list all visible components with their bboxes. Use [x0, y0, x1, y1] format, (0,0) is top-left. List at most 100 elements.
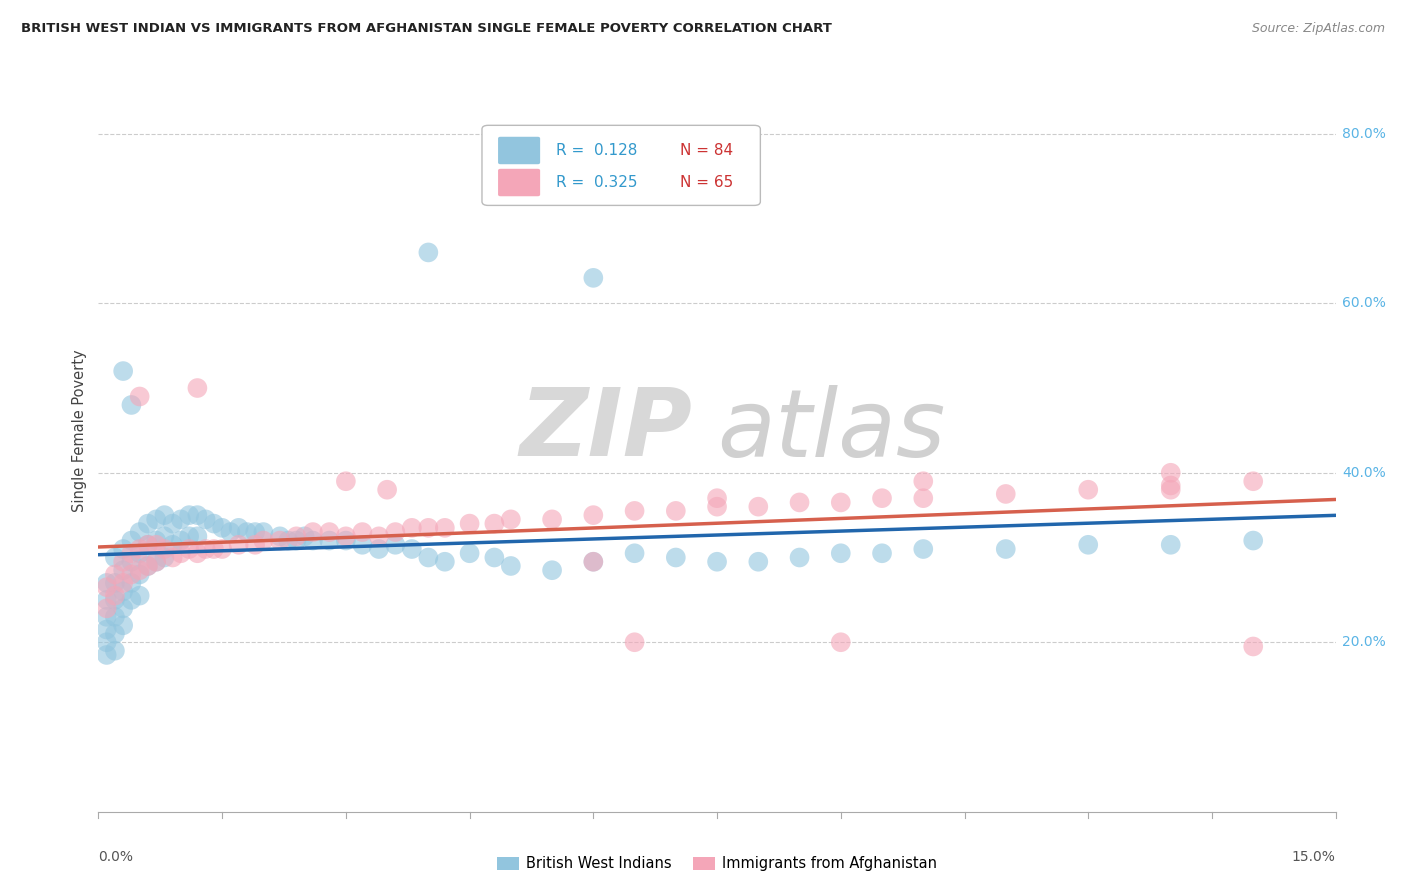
Text: 80.0%: 80.0% — [1341, 127, 1386, 141]
Point — [112, 618, 135, 632]
Point — [582, 508, 605, 523]
Point — [104, 592, 127, 607]
Point — [153, 541, 176, 557]
Point — [582, 555, 605, 569]
Legend: British West Indians, Immigrants from Afghanistan: British West Indians, Immigrants from Af… — [491, 850, 943, 877]
Point — [994, 487, 1017, 501]
Text: BRITISH WEST INDIAN VS IMMIGRANTS FROM AFGHANISTAN SINGLE FEMALE POVERTY CORRELA: BRITISH WEST INDIAN VS IMMIGRANTS FROM A… — [21, 22, 832, 36]
Point — [302, 533, 325, 548]
Point — [96, 576, 118, 591]
Point — [136, 558, 159, 574]
Point — [285, 529, 308, 543]
Point — [484, 516, 506, 531]
Point — [458, 516, 481, 531]
Point — [104, 626, 127, 640]
Point — [179, 529, 201, 543]
Point — [830, 495, 852, 509]
Point — [96, 648, 118, 662]
Point — [145, 555, 167, 569]
Point — [243, 538, 266, 552]
Point — [1160, 483, 1182, 497]
Point — [112, 576, 135, 591]
Point — [418, 245, 440, 260]
Point — [1160, 538, 1182, 552]
Text: 0.0%: 0.0% — [98, 850, 134, 863]
Point — [186, 381, 208, 395]
Point — [541, 563, 564, 577]
Text: R =  0.128: R = 0.128 — [557, 143, 637, 158]
Point — [96, 635, 118, 649]
Point — [211, 541, 233, 557]
Text: R =  0.325: R = 0.325 — [557, 175, 638, 190]
Point — [112, 601, 135, 615]
Point — [186, 529, 208, 543]
Point — [194, 512, 217, 526]
Point — [128, 589, 150, 603]
Point — [120, 546, 142, 560]
Point — [153, 529, 176, 543]
Text: N = 65: N = 65 — [681, 175, 733, 190]
Point — [236, 524, 259, 539]
Point — [367, 529, 389, 543]
Point — [186, 508, 208, 523]
Text: 60.0%: 60.0% — [1341, 296, 1386, 310]
Text: Source: ZipAtlas.com: Source: ZipAtlas.com — [1251, 22, 1385, 36]
Point — [830, 546, 852, 560]
Point — [202, 541, 225, 557]
Point — [162, 538, 184, 552]
Point — [120, 592, 142, 607]
Point — [120, 533, 142, 548]
Point — [318, 524, 340, 539]
Point — [145, 512, 167, 526]
Point — [433, 555, 456, 569]
Point — [401, 541, 423, 557]
Point — [665, 504, 688, 518]
Point — [747, 555, 769, 569]
Point — [136, 538, 159, 552]
Point — [170, 546, 193, 560]
Point — [789, 550, 811, 565]
Point — [96, 610, 118, 624]
Point — [433, 521, 456, 535]
Point — [104, 567, 127, 582]
Point — [623, 635, 645, 649]
Point — [120, 398, 142, 412]
Point — [623, 546, 645, 560]
Point — [747, 500, 769, 514]
Point — [104, 644, 127, 658]
Point — [384, 538, 406, 552]
Text: 20.0%: 20.0% — [1341, 635, 1386, 649]
Point — [665, 550, 688, 565]
Point — [112, 563, 135, 577]
Point — [994, 541, 1017, 557]
Point — [96, 601, 118, 615]
Point — [145, 555, 167, 569]
Point — [912, 541, 935, 557]
Point — [136, 516, 159, 531]
Point — [352, 538, 374, 552]
Point — [582, 555, 605, 569]
Point — [830, 635, 852, 649]
Point — [252, 524, 274, 539]
FancyBboxPatch shape — [498, 136, 540, 164]
Text: 15.0%: 15.0% — [1292, 850, 1336, 863]
Point — [186, 546, 208, 560]
Point — [104, 610, 127, 624]
Point — [104, 589, 127, 603]
Point — [228, 521, 250, 535]
Point — [162, 516, 184, 531]
Point — [162, 550, 184, 565]
Point — [202, 516, 225, 531]
Y-axis label: Single Female Poverty: Single Female Poverty — [72, 349, 87, 512]
Point — [912, 475, 935, 489]
Point — [384, 524, 406, 539]
Point — [335, 529, 357, 543]
Point — [1160, 466, 1182, 480]
Text: ZIP: ZIP — [519, 384, 692, 476]
Point — [211, 521, 233, 535]
Point — [112, 541, 135, 557]
Point — [1160, 478, 1182, 492]
FancyBboxPatch shape — [482, 126, 761, 205]
Point — [128, 524, 150, 539]
Point — [112, 364, 135, 378]
